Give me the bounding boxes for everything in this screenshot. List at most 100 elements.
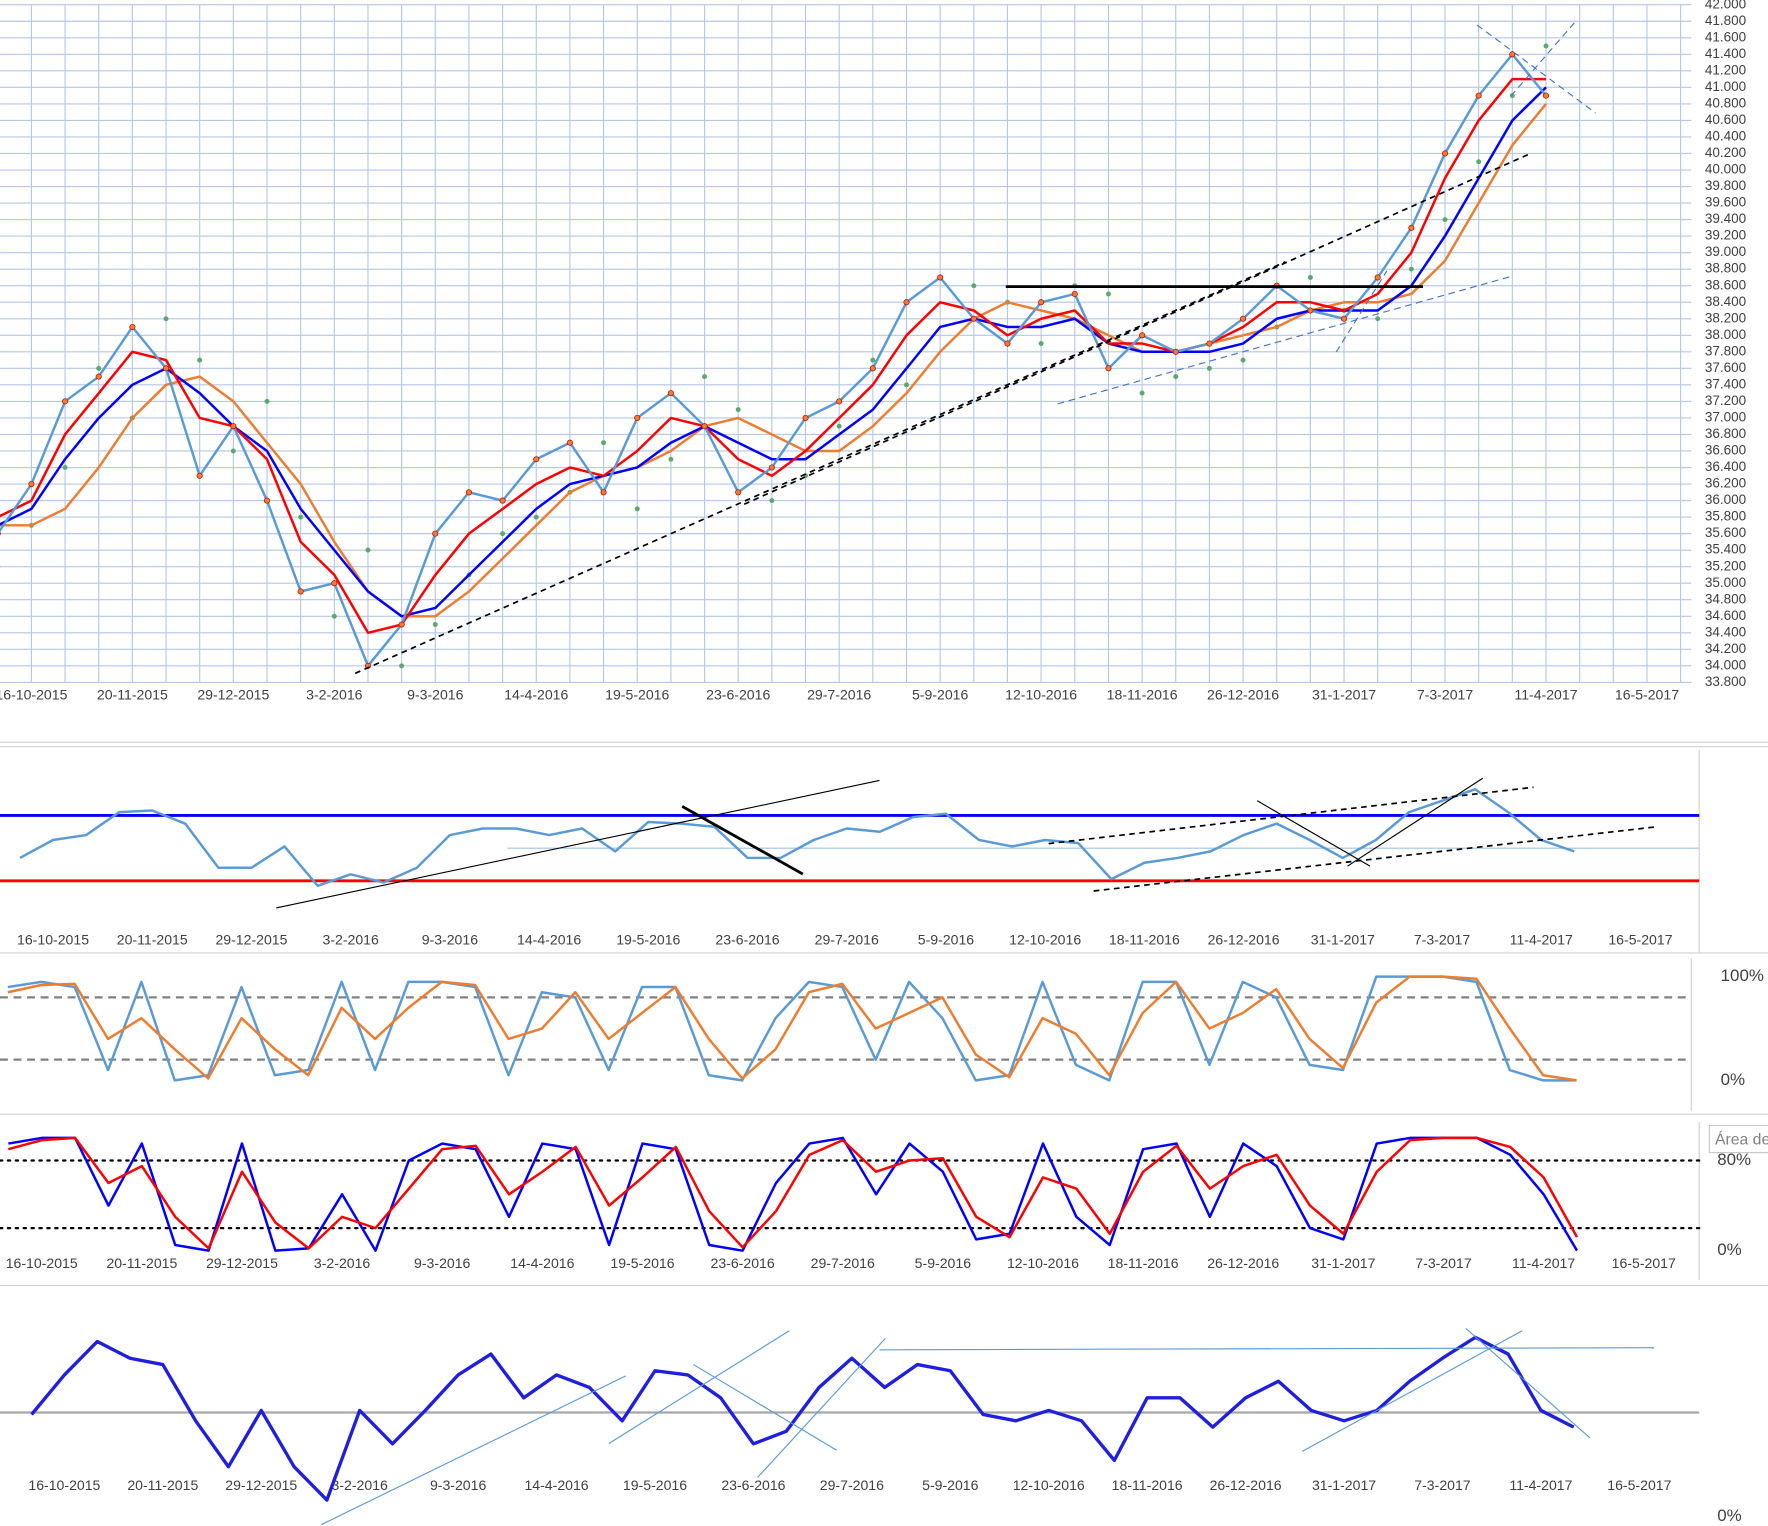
x-tick-label: 16-5-2017	[1607, 1477, 1671, 1493]
series-line	[30, 1335, 1575, 1502]
sar-dot	[1543, 43, 1549, 49]
point-marker	[196, 472, 203, 479]
x-tick-label: 23-6-2016	[711, 1255, 775, 1271]
x-tick-label: 12-10-2016	[1005, 687, 1077, 703]
y-tick-label: 38.400	[1705, 294, 1746, 309]
trend-line	[1347, 777, 1484, 867]
x-tick-label: 26-12-2016	[1208, 931, 1280, 947]
point-marker	[465, 489, 472, 496]
sar-dot	[1476, 159, 1482, 165]
y-tick-label: 0%	[1717, 1506, 1741, 1525]
y-tick-label: 38.600	[1705, 277, 1746, 292]
x-tick-label: 3-2-2016	[322, 931, 379, 947]
x-tick-label: 9-3-2016	[414, 1255, 471, 1271]
x-tick-label: 14-4-2016	[510, 1255, 574, 1271]
point-marker	[499, 497, 506, 504]
y-tick-label: 36.200	[1705, 476, 1746, 491]
point-marker	[869, 365, 876, 372]
x-tick-label: 29-12-2015	[206, 1255, 278, 1271]
x-tick-label: 11-4-2017	[1512, 1255, 1575, 1271]
y-tick-label: 35.800	[1705, 509, 1746, 524]
series-line	[7, 975, 1577, 1082]
x-tick-label: 11-4-2017	[1514, 687, 1577, 703]
point-marker	[937, 274, 944, 281]
point-marker	[533, 456, 540, 463]
x-tick-label: 7-3-2017	[1415, 1255, 1472, 1271]
y-tick-label: 38.000	[1705, 327, 1746, 342]
point-marker	[1038, 299, 1045, 306]
x-tick-label: 31-1-2017	[1311, 931, 1375, 947]
series-line	[0, 86, 1547, 618]
trend-line	[743, 153, 1529, 505]
point-marker	[701, 423, 708, 430]
sar-dot	[1105, 291, 1111, 297]
point-marker	[970, 315, 977, 322]
x-tick-label: 14-4-2016	[524, 1477, 588, 1493]
x-tick-label: 5-9-2016	[918, 931, 975, 947]
y-tick-label: 35.000	[1705, 575, 1746, 590]
sar-dot	[1139, 390, 1145, 396]
x-tick-label: 19-5-2016	[616, 931, 680, 947]
y-tick-label: 37.000	[1705, 410, 1746, 425]
point-marker	[600, 489, 607, 496]
series-line	[19, 788, 1575, 888]
point-marker	[1441, 150, 1449, 157]
x-tick-label: 19-5-2016	[605, 687, 669, 703]
y-tick-label: 41.200	[1705, 62, 1746, 77]
trend-line	[1256, 800, 1371, 867]
x-tick-label: 14-4-2016	[517, 931, 581, 947]
point-marker	[398, 621, 405, 628]
sar-dot	[62, 465, 68, 470]
series-line	[8, 1136, 1579, 1252]
series-line	[0, 103, 1547, 618]
y-tick-label: 37.800	[1705, 343, 1746, 358]
x-tick-label: 16-5-2017	[1615, 687, 1679, 703]
trend-line	[1335, 270, 1388, 353]
y-tick-label: 36.600	[1705, 443, 1746, 458]
sar-dot	[870, 357, 876, 363]
sar-dot	[735, 407, 741, 413]
point-marker	[1004, 340, 1011, 347]
y-tick-label: 0%	[1721, 1070, 1745, 1089]
y-tick-label: 37.600	[1705, 360, 1746, 375]
y-tick-label: 39.000	[1705, 244, 1746, 259]
x-tick-label: 29-12-2015	[215, 931, 287, 947]
point-marker	[903, 299, 910, 306]
sar-dot	[197, 357, 203, 363]
x-tick-label: 12-10-2016	[1013, 1477, 1085, 1493]
sar-dot	[533, 514, 539, 520]
trend-line	[608, 1330, 790, 1444]
x-tick-label: 18-11-2016	[1107, 687, 1178, 703]
sar-dot	[1206, 365, 1212, 371]
y-tick-label: 100%	[1721, 966, 1764, 985]
y-tick-label: 39.600	[1705, 195, 1746, 210]
tooltip-box	[1708, 1124, 1768, 1154]
sar-dot	[601, 440, 607, 446]
point-marker	[802, 414, 809, 421]
x-tick-label: 7-3-2017	[1414, 931, 1471, 947]
point-marker	[331, 580, 338, 587]
sar-dot	[331, 613, 337, 619]
y-tick-label: 36.000	[1705, 492, 1746, 507]
trend-line	[1476, 24, 1596, 114]
point-marker	[1240, 315, 1247, 322]
sar-dot	[1173, 374, 1179, 380]
x-tick-label: 29-7-2016	[807, 687, 871, 703]
point-marker	[836, 398, 843, 405]
y-tick-label: 35.600	[1705, 525, 1746, 540]
panel: 80% 0% 16-10-2015 20-11-2015 29-12-2015 3-2-2…	[0, 1124, 1768, 1271]
x-tick-label: 9-3-2016	[407, 687, 464, 703]
y-tick-label: 33.800	[1705, 674, 1746, 689]
y-tick-label: 38.200	[1705, 310, 1746, 325]
trend-line	[321, 1375, 627, 1526]
y-tick-label: 34.200	[1705, 641, 1746, 656]
point-marker	[1206, 340, 1213, 347]
series-line	[0, 77, 1546, 635]
x-tick-label: 18-11-2016	[1108, 1255, 1179, 1271]
series-line	[8, 1136, 1579, 1250]
sar-dot	[1375, 316, 1381, 322]
point-marker	[566, 439, 573, 446]
